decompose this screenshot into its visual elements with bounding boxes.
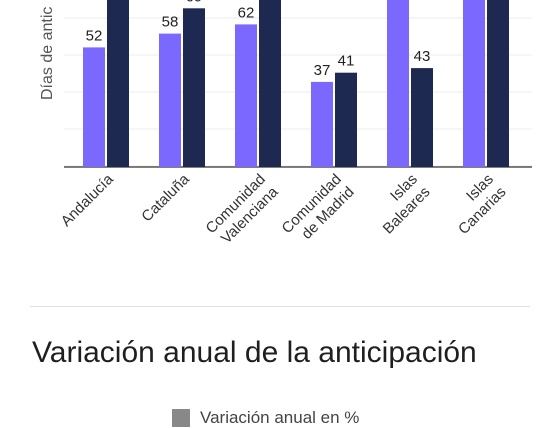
value-label: 52 [86,27,103,44]
value-label: 43 [414,48,431,65]
x-tick-label: ComunidadValenciana [203,170,282,249]
bar-1-3 [235,24,257,168]
bar-2-4 [335,72,357,167]
x-tick-label: Cataluña [138,170,193,225]
value-label: 62 [238,4,255,21]
section-title: Variación anual de la anticipación [32,336,477,369]
value-label: 37 [314,62,331,79]
bar-chart: 52586237808069774143 AndalucíaCataluñaCo… [39,0,532,250]
x-tick-label: IslasCanarias [442,171,509,238]
legend-label: Variación anual en % [200,408,360,427]
value-label: 58 [162,14,179,31]
bar-2-5 [411,68,433,167]
grid-lines [64,17,532,168]
x-tick-labels: Andalucía Cataluña ComunidadValencianaComu… [58,170,510,250]
bar-1-6 [463,0,485,167]
value-label: 69 [186,0,203,5]
bar-1-5 [387,0,409,167]
legend: Variación anual en % [172,408,359,428]
bars [83,0,509,168]
x-tick-label: Andalucía [58,170,118,230]
value-labels: 52586237808069774143 [86,0,431,79]
value-label: 41 [338,53,355,70]
bar-2-6 [487,0,509,167]
bar-2-3 [259,0,281,168]
x-tick-label: Comunidadde Madrid [279,171,358,250]
legend-swatch [172,409,190,427]
section-divider [30,306,530,307]
bar-1-1 [83,47,105,167]
bar-1-4 [311,81,333,167]
bar-1-2 [159,33,181,167]
x-tick-label: IslasBaleares [367,171,434,238]
bar-2-2 [183,8,205,167]
bar-2-1 [107,0,129,167]
y-axis-label: Días de antic [39,7,56,100]
